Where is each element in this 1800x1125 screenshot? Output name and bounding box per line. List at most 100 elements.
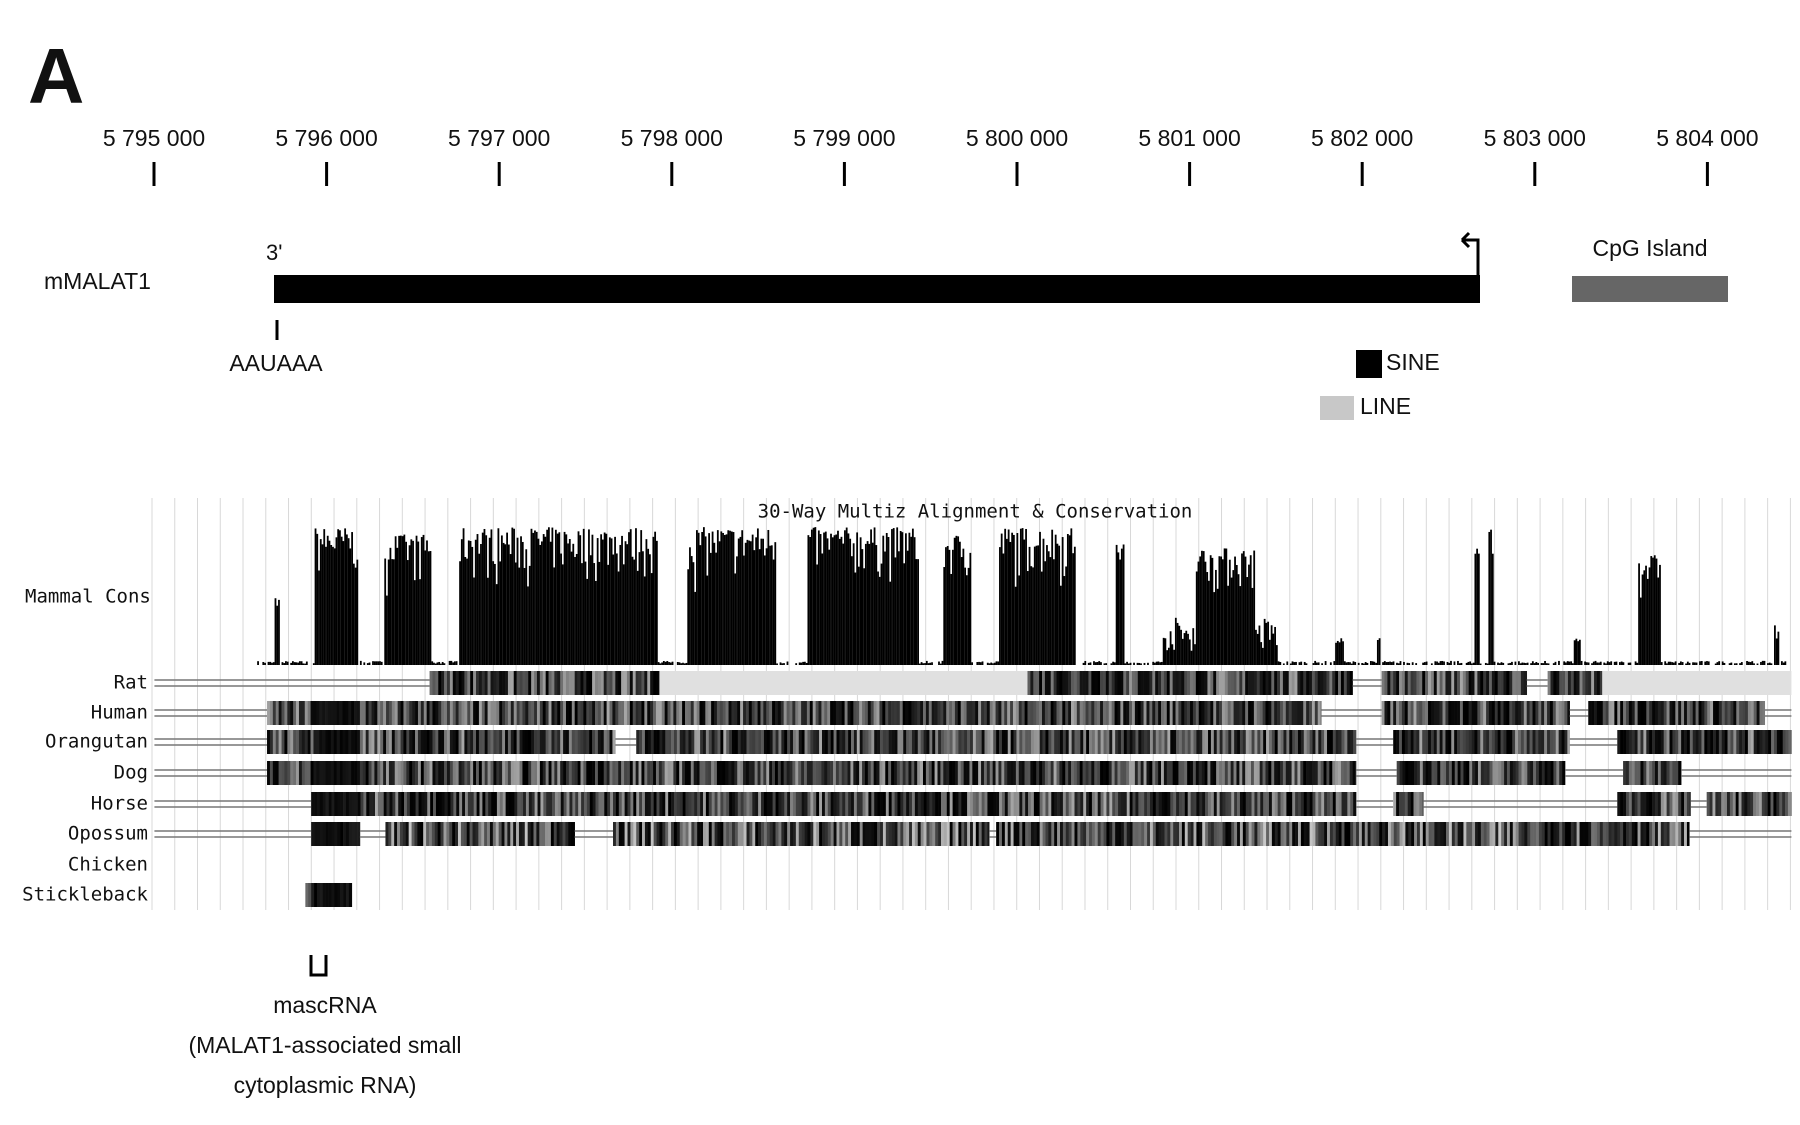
align-stripe xyxy=(966,701,970,725)
align-stripe xyxy=(348,792,353,816)
align-stripe xyxy=(1202,730,1206,754)
align-stripe xyxy=(772,730,776,754)
align-stripe xyxy=(961,822,965,846)
cons-bar xyxy=(1566,661,1569,665)
align-stripe xyxy=(903,822,907,846)
align-stripe xyxy=(1001,701,1005,725)
align-stripe xyxy=(1039,761,1043,785)
cons-bar xyxy=(450,660,453,665)
align-stripe xyxy=(908,761,912,785)
align-stripe xyxy=(1764,792,1768,816)
align-stripe xyxy=(1178,822,1183,846)
align-stripe xyxy=(958,730,962,754)
align-stripe xyxy=(1297,761,1301,785)
cons-bar xyxy=(492,561,495,665)
cons-bar xyxy=(1425,661,1428,665)
align-stripe xyxy=(1030,822,1035,846)
align-stripe xyxy=(650,761,654,785)
align-stripe xyxy=(1547,822,1551,846)
align-stripe xyxy=(970,730,974,754)
align-stripe xyxy=(781,822,785,846)
align-stripe xyxy=(1634,761,1638,785)
align-stripe xyxy=(632,761,636,785)
align-stripe xyxy=(885,730,890,754)
align-stripe xyxy=(1541,701,1545,725)
align-stripe xyxy=(792,761,796,785)
cons-bar xyxy=(1584,661,1586,665)
align-stripe xyxy=(1399,761,1403,785)
align-stripe xyxy=(1097,730,1101,754)
cons-bar xyxy=(1540,663,1543,665)
align-stripe xyxy=(1170,792,1174,816)
align-stripe xyxy=(1623,792,1627,816)
align-stripe xyxy=(542,822,546,846)
cons-bar xyxy=(1542,663,1545,665)
align-stripe xyxy=(478,822,482,846)
cons-bar xyxy=(1335,642,1337,665)
align-stripe xyxy=(1309,701,1313,725)
align-stripe xyxy=(978,730,982,754)
align-stripe xyxy=(1433,701,1438,725)
align-stripe xyxy=(1742,701,1746,725)
align-stripe xyxy=(1608,701,1612,725)
align-stripe xyxy=(615,761,619,785)
align-stripe xyxy=(1707,730,1711,754)
align-stripe xyxy=(545,730,549,754)
align-stripe xyxy=(1193,730,1197,754)
align-stripe xyxy=(1309,792,1313,816)
align-stripe xyxy=(363,792,367,816)
align-stripe xyxy=(1239,761,1243,785)
align-stripe xyxy=(304,701,308,725)
align-stripe xyxy=(1115,730,1119,754)
align-stripe xyxy=(1706,792,1710,816)
align-stripe xyxy=(1013,730,1017,754)
align-stripe xyxy=(1117,671,1121,695)
align-stripe xyxy=(1057,792,1061,816)
cons-bar xyxy=(906,550,909,665)
cons-bar xyxy=(514,562,517,665)
cons-bar xyxy=(680,663,683,665)
cons-bar xyxy=(1220,556,1223,665)
align-stripe xyxy=(560,730,564,754)
align-stripe xyxy=(1213,761,1217,785)
align-stripe xyxy=(1123,761,1127,785)
align-stripe xyxy=(679,701,683,725)
align-stripe xyxy=(830,730,834,754)
align-stripe xyxy=(630,792,634,816)
align-stripe xyxy=(1640,822,1644,846)
align-stripe xyxy=(993,730,997,754)
align-stripe xyxy=(873,761,877,785)
align-stripe xyxy=(394,822,398,846)
align-stripe xyxy=(1591,671,1595,695)
align-stripe xyxy=(1297,792,1302,816)
align-stripe xyxy=(1695,730,1699,754)
align-stripe xyxy=(1085,701,1089,725)
align-stripe xyxy=(478,671,483,695)
align-stripe xyxy=(1599,822,1604,846)
cons-bar xyxy=(1627,662,1630,665)
cons-bar xyxy=(1389,661,1391,665)
align-stripe xyxy=(1242,701,1246,725)
align-stripe xyxy=(1041,761,1046,785)
align-stripe xyxy=(1729,792,1734,816)
align-stripe xyxy=(458,730,462,754)
align-stripe xyxy=(380,701,384,725)
align-stripe xyxy=(461,671,465,695)
cons-bar xyxy=(436,662,439,665)
align-stripe xyxy=(714,701,718,725)
align-stripe xyxy=(792,730,797,754)
cons-bar xyxy=(565,534,568,665)
align-stripe xyxy=(1297,701,1301,725)
align-stripe xyxy=(1442,671,1446,695)
align-stripe xyxy=(1524,822,1528,846)
align-stripe xyxy=(1684,792,1688,816)
align-stripe xyxy=(809,701,813,725)
align-stripe xyxy=(783,761,787,785)
align-stripe xyxy=(1329,730,1334,754)
align-stripe xyxy=(278,701,282,725)
align-stripe xyxy=(487,671,491,695)
align-stripe xyxy=(1474,701,1478,725)
align-stripe xyxy=(732,792,736,816)
align-stripe xyxy=(1646,730,1650,754)
align-stripe xyxy=(1666,792,1670,816)
